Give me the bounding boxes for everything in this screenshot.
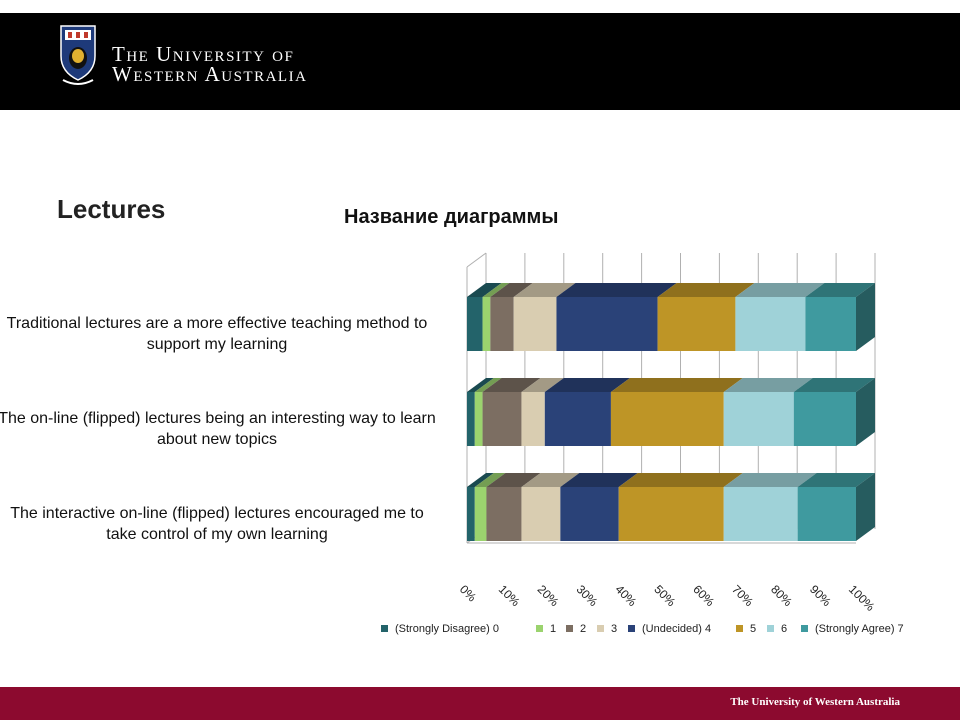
bar-segment [474,392,483,446]
legend-swatch [597,625,604,632]
legend-label: 3 [611,623,617,635]
bar-segment [735,297,806,351]
bar-top [490,283,533,297]
bar-top [735,283,825,297]
bar-end-side [856,473,875,541]
x-tick-label: 80% [768,582,795,609]
bar-top [544,378,630,392]
legend-label: 6 [781,623,787,635]
bar-top [723,378,813,392]
legend-swatch [566,625,573,632]
bar-top [560,473,638,487]
stacked-bar-chart: 0% 10% 20% 30% 40% 50% 60% 70% 80% 90% 100% (Strong… [381,252,904,635]
bar-segment [556,297,658,351]
x-tick-label: 70% [729,582,756,609]
bar-top [556,283,677,297]
university-name-line1: The University of [112,42,295,66]
legend-label: (Strongly Disagree) 0 [395,623,499,635]
category-label-online-control: The interactive on-line (flipped) lectur… [10,505,424,543]
x-tick-label: 10% [496,582,523,609]
bar-segment [797,487,856,541]
legend-swatch [767,625,774,632]
bar-top [723,473,817,487]
legend-swatch [628,625,635,632]
category-label-online-interesting: The on-line (flipped) lectures being an … [0,410,436,448]
bar-segment [486,487,522,541]
bar-top [513,283,576,297]
bar-top [467,283,502,297]
bar-segment [723,487,798,541]
x-tick-label: 40% [612,582,639,609]
bar-segment [482,297,491,351]
bar-segment [610,392,724,446]
x-tick-label: 0% [457,582,479,604]
bar-segment [482,392,522,446]
bar-top [474,378,502,392]
bar-segment [474,487,487,541]
chart-title: Название диаграммы [344,206,559,228]
bar-segment [544,392,611,446]
legend-label: 2 [580,623,586,635]
bar-top [797,473,875,487]
university-crest-logo [60,25,96,85]
footer-bar: The University of Western Australia [0,687,960,720]
bar-top [521,473,580,487]
legend-label: 1 [550,623,556,635]
category-label-traditional: Traditional lectures are a more effectiv… [6,315,428,353]
bar-segment [467,392,475,446]
footer-text: The University of Western Australia [730,696,900,708]
bar-segment [560,487,619,541]
x-tick-label: 90% [807,582,834,609]
bar-top [610,378,743,392]
x-tick-label: 20% [535,582,562,609]
x-tick-label: 30% [574,582,601,609]
bar-segment [657,297,736,351]
bar-segment [467,297,483,351]
legend-swatch [536,625,543,632]
bar-end-side [856,283,875,351]
bar-top [805,283,875,297]
bar-segment [805,297,856,351]
legend-swatch [801,625,808,632]
legend-swatch [736,625,743,632]
bar-top [467,473,494,487]
bar-top [482,378,541,392]
legend-label: (Undecided) 4 [642,623,711,635]
legend-swatch [381,625,388,632]
bar-top [482,283,510,297]
legend-label: (Strongly Agree) 7 [815,623,904,635]
bar-segment [618,487,724,541]
bar-top [467,378,494,392]
bar-segment [490,297,514,351]
bar-end-side [856,378,875,446]
bar-segment [723,392,794,446]
bar-top [657,283,755,297]
legend-label: 5 [750,623,756,635]
side-wall-top [466,252,487,268]
bar-segment [467,487,475,541]
bar-segment [521,392,545,446]
bar-segment [793,392,856,446]
bar-top [486,473,541,487]
bar-top [793,378,875,392]
bar-top [618,473,743,487]
x-tick-label: 50% [651,582,678,609]
bar-top [521,378,564,392]
bar-top [474,473,506,487]
university-name-line2: Western Australia [112,62,308,86]
header-bar [0,13,960,110]
bar-segment [521,487,561,541]
bar-segment [513,297,557,351]
x-tick-label: 100% [846,582,878,614]
slide-title: Lectures [57,194,166,224]
x-tick-label: 60% [690,582,717,609]
